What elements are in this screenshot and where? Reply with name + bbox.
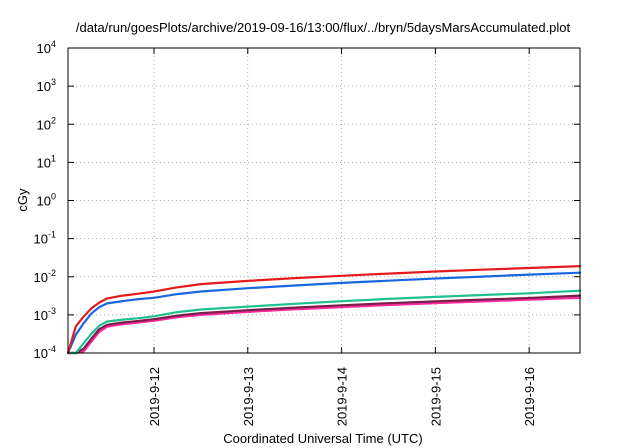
- series-group: [66, 265, 582, 355]
- series-line: [66, 289, 582, 355]
- series-line: [66, 271, 582, 355]
- x-tick-label: 2019-9-13: [241, 367, 256, 426]
- series-line: [66, 265, 582, 355]
- y-tick-label: 10-3: [34, 306, 56, 323]
- x-tick-label: 2019-9-15: [428, 367, 443, 426]
- y-tick-label: 10-4: [34, 344, 56, 361]
- series-line: [66, 296, 582, 355]
- y-axis-label: cGy: [15, 188, 30, 212]
- y-tick-label: 103: [37, 77, 56, 94]
- x-tick-label: 2019-9-16: [522, 367, 537, 426]
- chart-title: /data/run/goesPlots/archive/2019-09-16/1…: [76, 20, 571, 35]
- plot-frame: [67, 47, 581, 354]
- y-tick-label: 10-1: [34, 230, 56, 247]
- x-tick-label: 2019-9-12: [147, 367, 162, 426]
- y-tick-label: 102: [37, 115, 56, 132]
- y-tick-label: 104: [37, 39, 56, 56]
- series-line: [66, 294, 582, 355]
- y-tick-label: 101: [37, 153, 56, 170]
- axes: 10-4 10-3 10-2 10-1 100 101 102 103 104 2019-9-12…: [34, 39, 581, 426]
- y-tick-label: 10-2: [34, 268, 56, 285]
- x-axis-label: Coordinated Universal Time (UTC): [223, 431, 422, 446]
- x-tick-label: 2019-9-14: [335, 367, 350, 426]
- y-tick-label: 100: [37, 192, 56, 209]
